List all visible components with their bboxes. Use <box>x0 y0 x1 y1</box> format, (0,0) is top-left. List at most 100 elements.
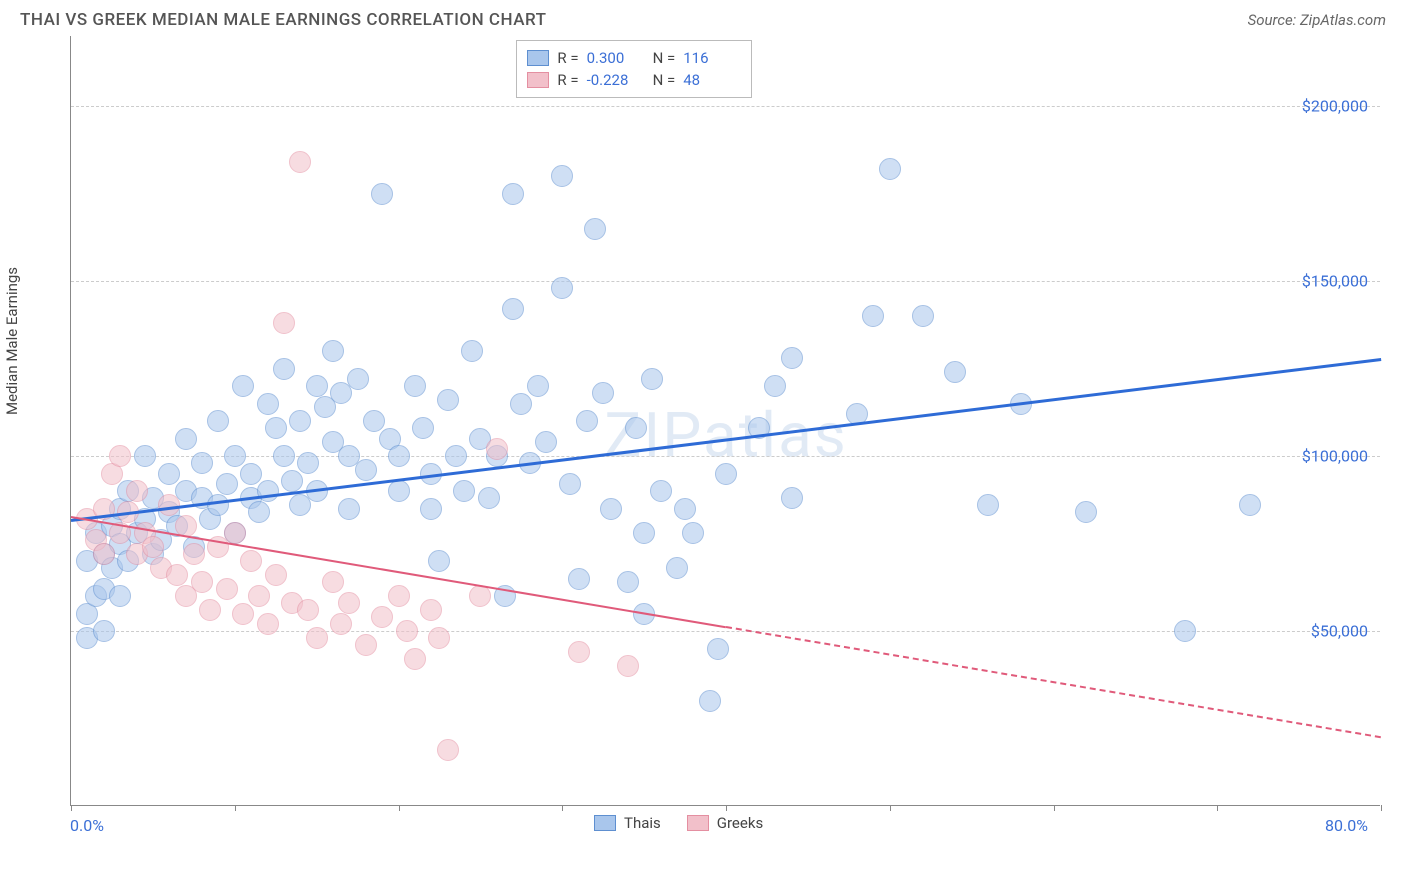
data-point <box>568 641 590 663</box>
data-point <box>420 599 442 621</box>
data-point <box>437 739 459 761</box>
data-point <box>93 543 115 565</box>
data-point <box>461 340 483 362</box>
data-point <box>93 620 115 642</box>
data-point <box>1174 620 1196 642</box>
data-point <box>600 498 622 520</box>
data-point <box>682 522 704 544</box>
legend-swatch <box>527 50 549 66</box>
data-point <box>134 445 156 467</box>
data-point <box>338 498 360 520</box>
data-point <box>281 470 303 492</box>
source-label: Source: ZipAtlas.com <box>1248 11 1386 29</box>
x-tick <box>726 805 727 811</box>
x-tick <box>890 805 891 811</box>
data-point <box>404 375 426 397</box>
data-point <box>175 428 197 450</box>
gridline <box>71 281 1380 282</box>
data-point <box>126 480 148 502</box>
chart-title: THAI VS GREEK MEDIAN MALE EARNINGS CORRE… <box>20 10 546 30</box>
data-point <box>322 571 344 593</box>
data-point <box>478 487 500 509</box>
x-axis-min-label: 0.0% <box>70 816 104 835</box>
gridline <box>71 106 1380 107</box>
data-point <box>879 158 901 180</box>
data-point <box>641 368 663 390</box>
data-point <box>420 498 442 520</box>
data-point <box>551 277 573 299</box>
legend-swatch <box>594 815 616 831</box>
legend-r-value: -0.228 <box>587 71 645 89</box>
data-point <box>297 599 319 621</box>
data-point <box>559 473 581 495</box>
legend-item: Greeks <box>687 814 763 832</box>
data-point <box>592 382 614 404</box>
data-point <box>224 445 246 467</box>
data-point <box>666 557 688 579</box>
data-point <box>355 459 377 481</box>
data-point <box>486 438 508 460</box>
data-point <box>1075 501 1097 523</box>
data-point <box>502 298 524 320</box>
data-point <box>404 648 426 670</box>
x-tick <box>235 805 236 811</box>
data-point <box>289 410 311 432</box>
data-point <box>338 592 360 614</box>
y-tick-label: $50,000 <box>1311 622 1368 641</box>
legend-n-value: 116 <box>683 49 741 67</box>
legend-swatch <box>687 815 709 831</box>
data-point <box>232 603 254 625</box>
x-tick <box>399 805 400 811</box>
legend-r-label: R = <box>557 49 578 67</box>
data-point <box>715 463 737 485</box>
data-point <box>568 568 590 590</box>
legend-label: Greeks <box>717 814 763 832</box>
legend-swatch <box>527 72 549 88</box>
data-point <box>142 536 164 558</box>
plot-area: ZIPatlas R =0.300N =116R =-0.228N =48 $5… <box>70 36 1380 806</box>
data-point <box>371 183 393 205</box>
data-point <box>347 368 369 390</box>
data-point <box>273 445 295 467</box>
data-point <box>510 393 532 415</box>
data-point <box>396 620 418 642</box>
data-point <box>183 543 205 565</box>
data-point <box>322 340 344 362</box>
legend-item: Thais <box>594 814 661 832</box>
data-point <box>781 347 803 369</box>
data-point <box>617 571 639 593</box>
legend-row: R =-0.228N =48 <box>527 69 741 91</box>
data-point <box>355 634 377 656</box>
data-point <box>330 613 352 635</box>
legend-r-label: R = <box>557 71 578 89</box>
data-point <box>674 498 696 520</box>
correlation-legend: R =0.300N =116R =-0.228N =48 <box>516 40 752 98</box>
legend-label: Thais <box>624 814 661 832</box>
data-point <box>265 417 287 439</box>
data-point <box>502 183 524 205</box>
data-point <box>437 389 459 411</box>
x-tick <box>1381 805 1382 811</box>
y-axis-label: Median Male Earnings <box>3 267 21 415</box>
data-point <box>388 585 410 607</box>
trend-line <box>71 358 1381 522</box>
data-point <box>240 550 262 572</box>
data-point <box>371 606 393 628</box>
data-point <box>216 473 238 495</box>
data-point <box>535 431 557 453</box>
data-point <box>224 522 246 544</box>
data-point <box>257 613 279 635</box>
data-point <box>109 445 131 467</box>
data-point <box>617 655 639 677</box>
data-point <box>207 410 229 432</box>
data-point <box>699 690 721 712</box>
data-point <box>199 599 221 621</box>
data-point <box>289 151 311 173</box>
chart-container: Median Male Earnings ZIPatlas R =0.300N … <box>20 36 1386 856</box>
x-tick <box>562 805 563 811</box>
data-point <box>428 627 450 649</box>
data-point <box>109 585 131 607</box>
data-point <box>297 452 319 474</box>
data-point <box>1239 494 1261 516</box>
series-legend: Thais Greeks <box>594 814 763 832</box>
